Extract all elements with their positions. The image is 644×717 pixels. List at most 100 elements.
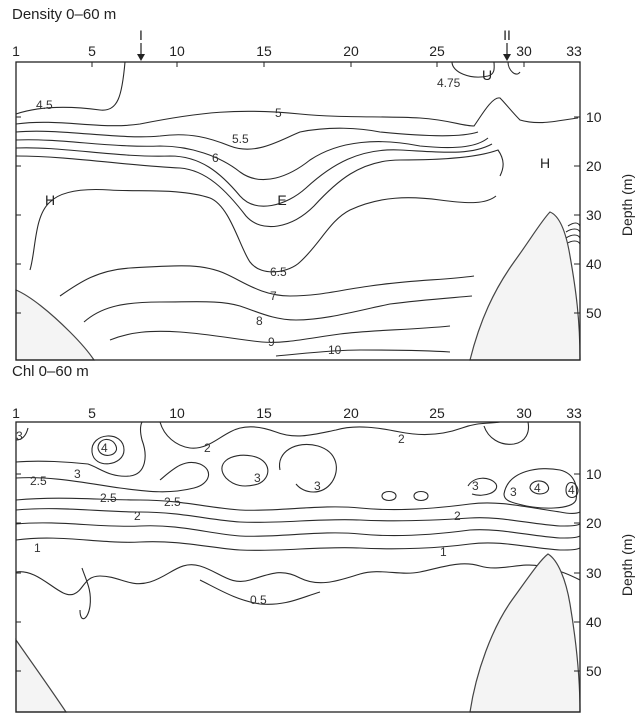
chl-contour-label: 3 xyxy=(314,479,321,493)
density-contour-6b xyxy=(15,149,504,228)
density-depth-tick-label: 20 xyxy=(586,158,602,174)
chl-depth-tick-label: 30 xyxy=(586,565,602,581)
region-label-h-right: H xyxy=(540,155,550,171)
density-contour-label: 4.5 xyxy=(36,98,53,112)
marker-arrowhead-ii xyxy=(503,54,511,61)
chl-contour-label: 3 xyxy=(510,485,517,499)
chl-station-tick: 20 xyxy=(343,405,359,421)
region-label-u: U xyxy=(482,67,492,83)
density-station-tick: 33 xyxy=(566,43,582,59)
density-contour-right-a xyxy=(567,222,581,227)
chl-contour-left-lower xyxy=(79,567,91,620)
chl-contour-label: 2 xyxy=(454,509,461,523)
density-station-tick: 1 xyxy=(12,43,20,59)
density-contour-label: 5.5 xyxy=(232,132,249,146)
density-bottom-left xyxy=(15,289,96,361)
density-contour-6a xyxy=(15,143,493,207)
density-contour-label: 7 xyxy=(270,289,277,303)
density-contour-label: 5 xyxy=(275,106,282,120)
chl-depth-axis-label: Depth (m) xyxy=(619,534,635,596)
density-depth-tick-label: 10 xyxy=(586,109,602,125)
chl-contour-label: 2 xyxy=(134,509,141,523)
chl-contour-4-right-blob xyxy=(529,480,550,495)
chl-contour-3-left xyxy=(15,427,29,441)
chl-station-tick: 5 xyxy=(88,405,96,421)
chl-depth-ticks xyxy=(16,473,580,672)
chl-station-tick: 33 xyxy=(566,405,582,421)
region-label-h-left: H xyxy=(45,192,55,208)
density-contour-label: 8 xyxy=(256,314,263,328)
chl-contour-2-5-mid xyxy=(278,443,337,493)
density-depth-labels: 10 20 30 40 50 xyxy=(586,109,602,321)
chl-contour-3-right-loop xyxy=(503,468,578,509)
chl-contour-small-ellipse-1 xyxy=(381,490,397,502)
chl-depth-tick-label: 20 xyxy=(586,515,602,531)
chart-title-chl: Chl 0–60 m xyxy=(12,363,89,380)
density-top-ticks xyxy=(91,62,525,67)
chl-contour-label: 3 xyxy=(254,471,261,485)
density-station-tick: 5 xyxy=(88,43,96,59)
chl-contour-label: 2 xyxy=(204,441,211,455)
density-contour-right-b xyxy=(565,228,581,233)
density-panel: 1 5 10 15 20 25 30 33 I II xyxy=(12,27,635,361)
chl-contour-2-wave-b xyxy=(15,508,581,527)
chl-station-tick: 10 xyxy=(169,405,185,421)
density-contour-4-5 xyxy=(15,61,126,115)
density-contour-8 xyxy=(83,295,473,323)
density-contour-label: 6 xyxy=(212,151,219,165)
density-contour-label: 4.75 xyxy=(437,76,461,90)
chl-contour-3-mid-blob xyxy=(221,454,269,487)
density-region-labels: H E H U xyxy=(45,67,550,208)
chl-contour-label: 1 xyxy=(34,541,41,555)
density-contour-4-75-b xyxy=(507,61,521,75)
chl-contour-small-ellipse-2 xyxy=(413,490,429,502)
chl-contour-2-wave-a xyxy=(15,497,581,515)
chl-contour-label: 2.5 xyxy=(164,495,181,509)
chl-contour-label: 0.5 xyxy=(250,593,267,607)
chl-station-tick: 25 xyxy=(429,405,445,421)
chl-contour-1-wave-a xyxy=(15,522,581,539)
chl-contours xyxy=(15,421,581,620)
density-station-tick: 15 xyxy=(256,43,272,59)
density-contour-labels: 4.5 4.75 5 5.5 6 6.5 7 8 9 10 xyxy=(36,76,461,357)
chl-contour-label: 2.5 xyxy=(100,491,117,505)
chl-station-tick: 15 xyxy=(256,405,272,421)
density-station-ticks: 1 5 10 15 20 25 30 33 xyxy=(12,43,582,59)
density-depth-ticks xyxy=(16,116,580,314)
chl-contour-labels: 3 4 2.5 3 2 2.5 2 2.5 3 3 2 3 4 4 2 1 1 … xyxy=(16,429,575,607)
density-contour-5-5 xyxy=(15,127,479,150)
chl-contour-label: 3 xyxy=(16,429,23,443)
density-depth-tick-label: 30 xyxy=(586,207,602,223)
chl-contour-2-5-right-top xyxy=(483,421,530,445)
density-contour-6-5 xyxy=(29,189,497,273)
station-markers: I II xyxy=(137,27,511,61)
density-contour-label: 6.5 xyxy=(270,265,287,279)
density-contour-10 xyxy=(275,349,451,357)
chl-station-tick: 1 xyxy=(12,405,20,421)
chl-contour-label: 4 xyxy=(101,441,108,455)
region-label-e: E xyxy=(277,192,286,208)
density-station-tick: 20 xyxy=(343,43,359,59)
density-station-tick: 30 xyxy=(516,43,532,59)
density-contours xyxy=(15,61,581,357)
density-depth-tick-label: 40 xyxy=(586,256,602,272)
density-contour-label: 9 xyxy=(268,335,275,349)
density-contour-6 xyxy=(15,137,489,181)
density-contour-5 xyxy=(15,97,579,127)
density-depth-tick-label: 50 xyxy=(586,305,602,321)
chl-contour-2-5-left xyxy=(15,462,210,493)
density-contour-label: 10 xyxy=(328,343,342,357)
density-depth-axis-label: Depth (m) xyxy=(619,174,635,236)
density-plot-frame xyxy=(15,61,581,361)
density-station-tick: 25 xyxy=(429,43,445,59)
chl-station-ticks: 1 5 10 15 20 25 30 33 xyxy=(12,405,582,421)
density-contour-right-c xyxy=(565,234,581,239)
chl-contour-label: 4 xyxy=(534,481,541,495)
chl-station-tick: 30 xyxy=(516,405,532,421)
chl-contour-label: 4 xyxy=(568,483,575,497)
density-bottom-right xyxy=(469,211,581,361)
chl-bottom-left xyxy=(15,638,68,713)
density-contour-9 xyxy=(109,325,451,343)
chl-contour-0-5-dip xyxy=(199,579,321,605)
density-contour-7 xyxy=(59,265,475,297)
